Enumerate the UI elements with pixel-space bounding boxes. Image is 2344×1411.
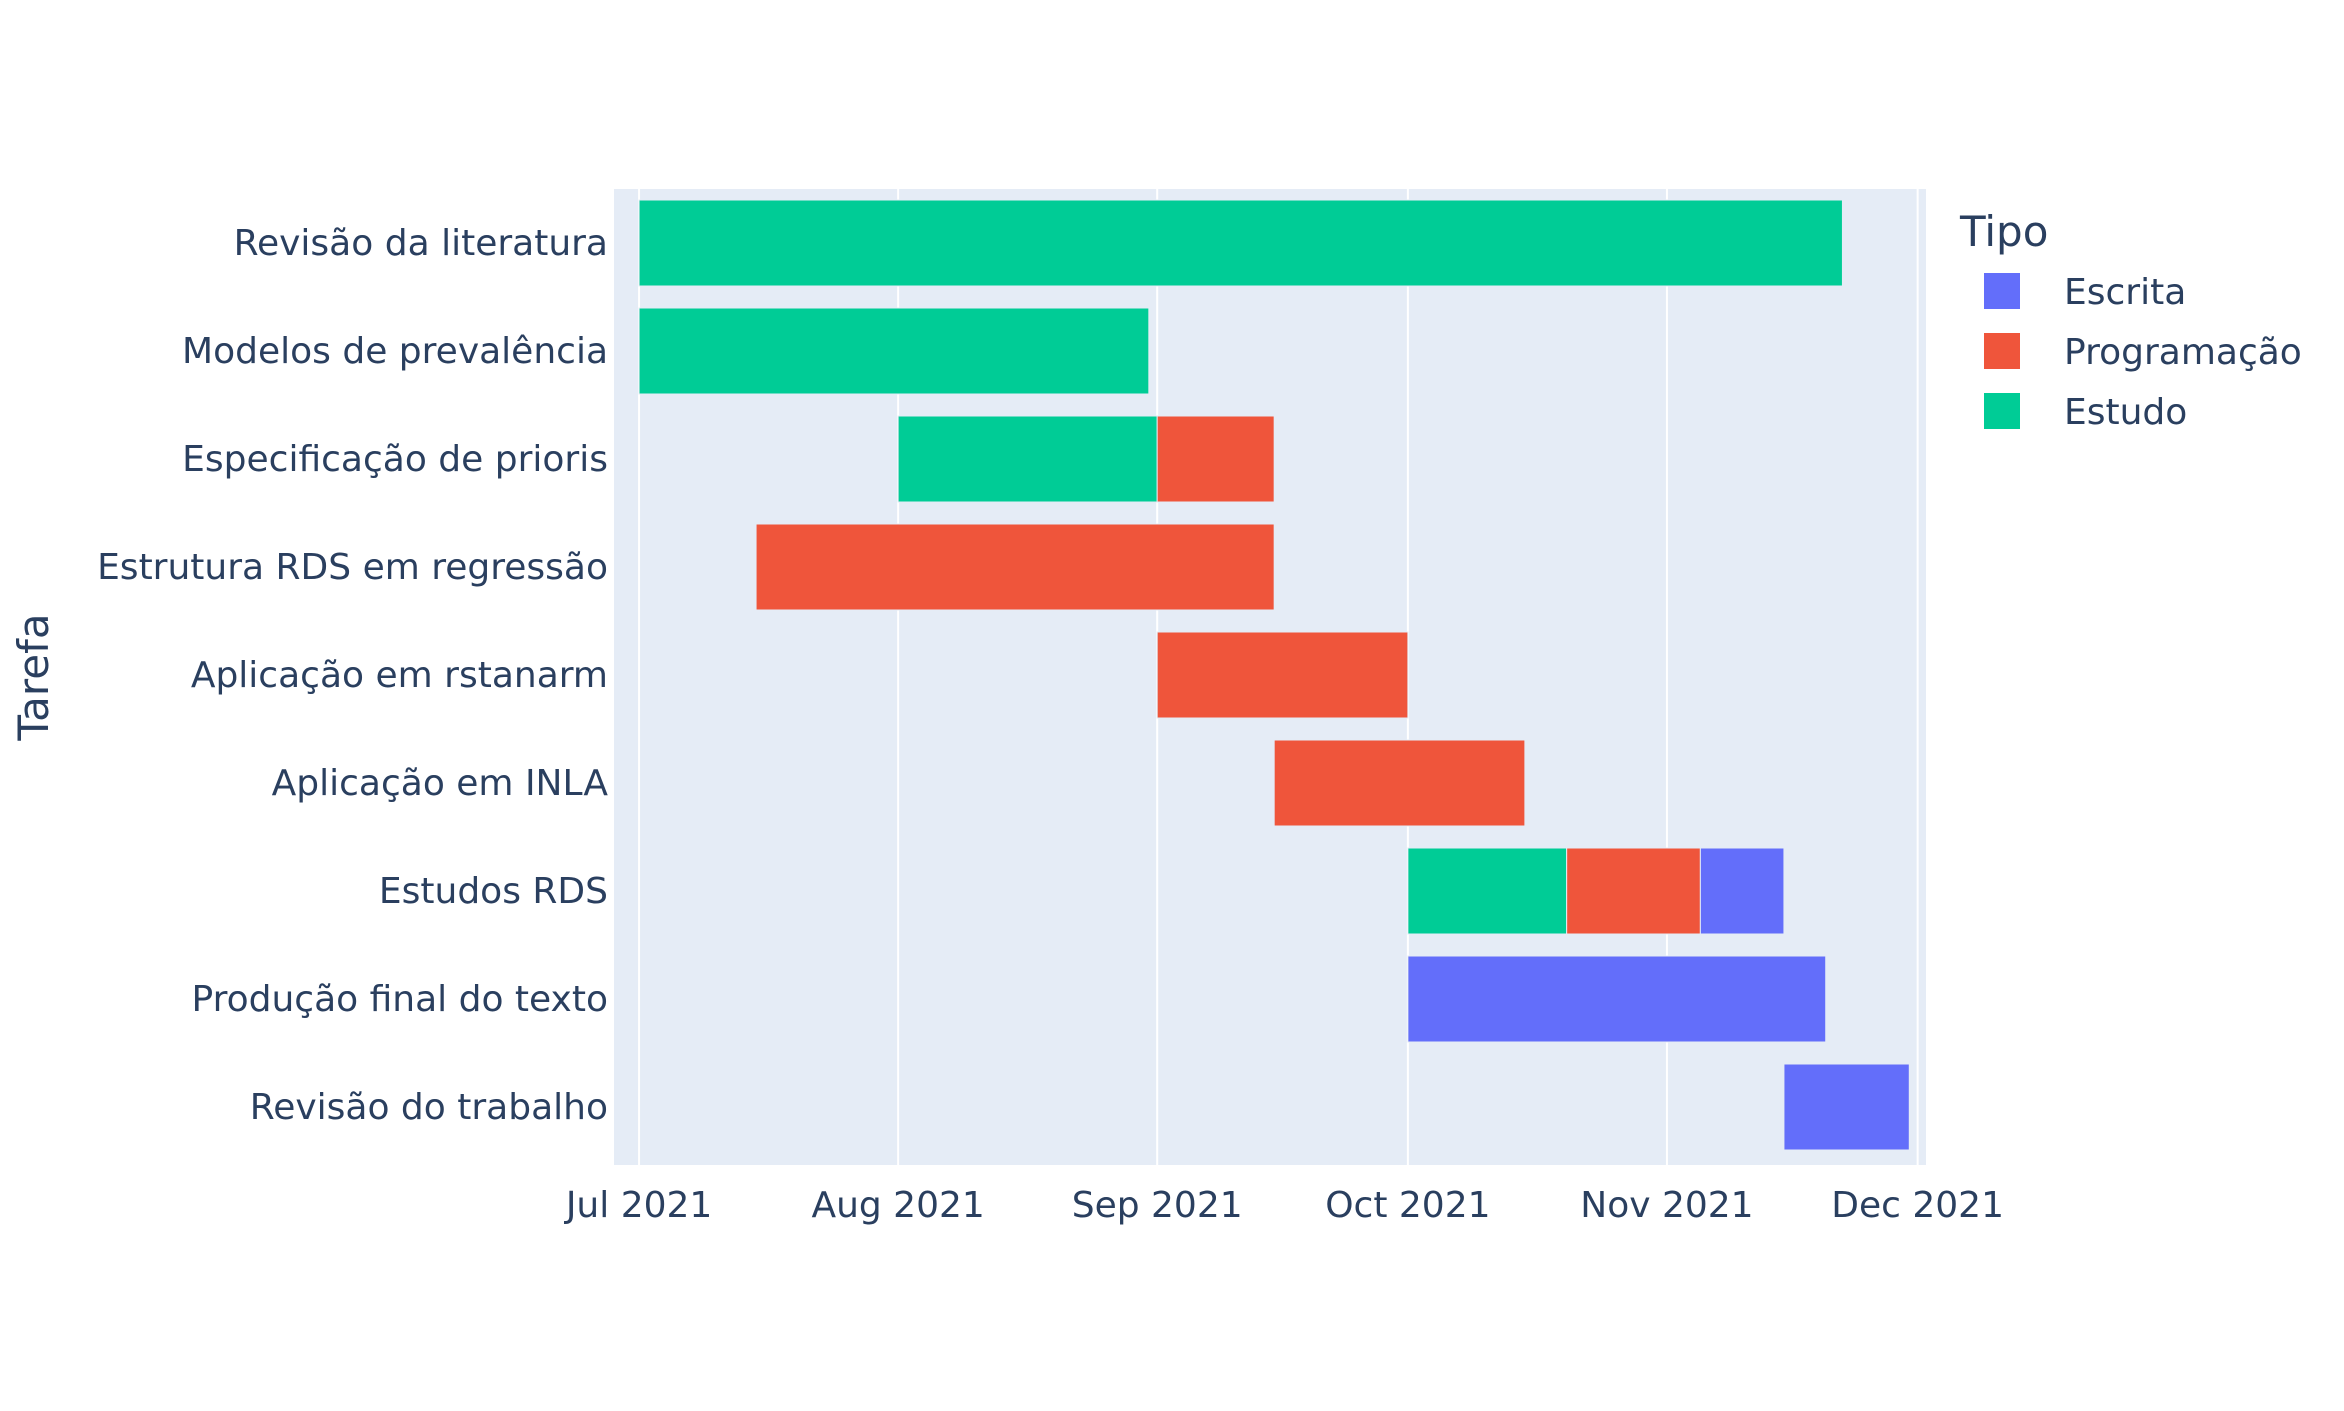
y-tick-label: Aplicação em rstanarm xyxy=(191,655,608,696)
bar-estudos-rds-escrita xyxy=(1699,847,1785,935)
x-axis-ticks: Jul 2021 Aug 2021 Sep 2021 Oct 2021 Nov 2021… xyxy=(564,1185,2004,1226)
y-tick-label: Estudos RDS xyxy=(379,871,608,912)
bar-especificacao-de-prioris-estudo xyxy=(897,415,1158,503)
bar-estudos-rds-estudo xyxy=(1407,847,1568,935)
y-axis-title: Tarefa xyxy=(9,613,58,741)
legend-label-programacao[interactable]: Programação xyxy=(2064,332,2302,373)
y-axis-ticks: Revisão da literatura Modelos de prevalên… xyxy=(97,223,608,1128)
x-tick-label: Sep 2021 xyxy=(1072,1185,1243,1226)
x-tick-label: Aug 2021 xyxy=(811,1185,984,1226)
legend-label-estudo[interactable]: Estudo xyxy=(2064,392,2187,433)
y-tick-label: Produção final do texto xyxy=(192,979,609,1020)
legend-label-escrita[interactable]: Escrita xyxy=(2064,272,2186,313)
y-tick-label: Modelos de prevalência xyxy=(182,331,608,372)
bar-especificacao-de-prioris-programacao xyxy=(1156,415,1275,503)
x-tick-label: Jul 2021 xyxy=(564,1185,713,1226)
bar-aplicacao-em-inla-programacao xyxy=(1273,739,1526,827)
bar-producao-final-do-texto-escrita xyxy=(1407,955,1827,1043)
legend-swatch-escrita[interactable] xyxy=(1984,273,2020,309)
legend: Tipo Escrita Programação Estudo xyxy=(1959,207,2302,433)
bar-estudos-rds-programacao xyxy=(1566,847,1701,935)
y-tick-label: Estrutura RDS em regressão xyxy=(97,547,608,588)
x-tick-label: Dec 2021 xyxy=(1831,1185,2004,1226)
legend-title: Tipo xyxy=(1959,207,2048,256)
y-tick-label: Revisão do trabalho xyxy=(250,1087,608,1128)
legend-swatch-estudo[interactable] xyxy=(1984,393,2020,429)
y-tick-label: Revisão da literatura xyxy=(234,223,608,264)
bar-revisao-da-literatura-estudo xyxy=(638,199,1843,287)
x-tick-label: Nov 2021 xyxy=(1580,1185,1753,1226)
bar-revisao-do-trabalho-escrita xyxy=(1783,1063,1910,1151)
legend-swatch-programacao[interactable] xyxy=(1984,333,2020,369)
y-tick-label: Aplicação em INLA xyxy=(272,763,609,804)
bars xyxy=(638,199,1910,1151)
bar-estrutura-rds-em-regressao-programacao xyxy=(755,523,1275,611)
x-tick-label: Oct 2021 xyxy=(1325,1185,1490,1226)
bar-modelos-de-prevalencia-estudo xyxy=(638,307,1150,395)
bar-aplicacao-em-rstanarm-programacao xyxy=(1156,631,1409,719)
y-tick-label: Especificação de prioris xyxy=(182,439,608,480)
